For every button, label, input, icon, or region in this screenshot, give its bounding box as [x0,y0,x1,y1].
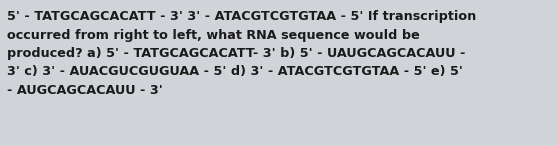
Text: produced? a) 5' - TATGCAGCACATT- 3' b) 5' - UAUGCAGCACAUU -: produced? a) 5' - TATGCAGCACATT- 3' b) 5… [7,47,465,60]
Text: occurred from right to left, what RNA sequence would be: occurred from right to left, what RNA se… [7,28,420,41]
Text: 3' c) 3' - AUACGUCGUGUAA - 5' d) 3' - ATACGTCGTGTAA - 5' e) 5': 3' c) 3' - AUACGUCGUGUAA - 5' d) 3' - AT… [7,66,463,79]
Text: - AUGCAGCACAUU - 3': - AUGCAGCACAUU - 3' [7,84,163,97]
Text: 5' - TATGCAGCACATT - 3' 3' - ATACGTCGTGTAA - 5' If transcription: 5' - TATGCAGCACATT - 3' 3' - ATACGTCGTGT… [7,10,476,23]
